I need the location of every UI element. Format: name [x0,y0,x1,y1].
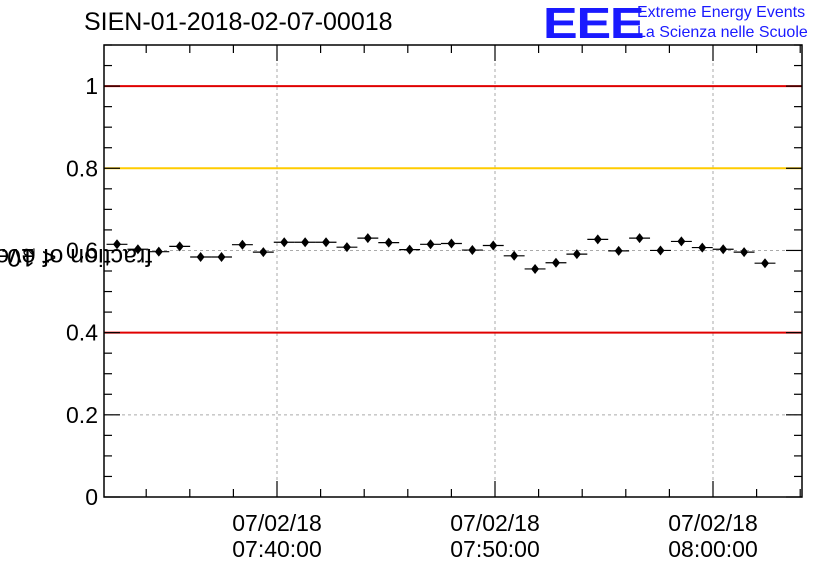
eee-logo: EEE [543,0,645,48]
data-point [712,244,734,255]
x-tick-label-date: 07/02/18 [668,510,758,536]
data-point [545,257,567,268]
point-marker [384,237,393,248]
data-point [190,252,212,263]
point-marker [740,247,749,258]
point-marker [426,239,435,250]
point-marker [719,244,728,255]
data-point [524,263,546,274]
point-marker [154,246,163,257]
x-tick-label-time: 07:50:00 [450,536,540,562]
data-point [252,247,274,258]
data-point [315,237,337,248]
point-marker [342,242,351,253]
logo-line-2: La Scienza nelle Scuole [637,24,808,41]
data-point [378,237,400,248]
data-point [211,252,232,263]
x-tick-labels: 07/02/1807:40:0007/02/1807:50:0007/02/18… [232,510,758,562]
point-marker [677,236,686,247]
data-points [106,233,776,274]
point-marker [133,244,142,255]
data-point [336,242,358,253]
y-tick-label: 0.8 [66,155,98,181]
axis-ticks [104,44,802,498]
point-marker [280,237,289,248]
data-point [629,233,651,244]
data-point [670,236,692,247]
data-point [294,237,316,248]
x-tick-label-date: 07/02/18 [450,510,540,536]
point-marker [551,257,560,268]
point-marker [238,239,247,250]
data-point [106,239,128,250]
y-axis-label-post: < 10.0 [0,242,57,271]
data-point [691,242,713,253]
logo-line-1: Extreme Energy Events [637,4,806,21]
point-marker [614,245,623,256]
data-point [357,233,379,244]
data-point [127,244,149,255]
y-tick-label: 0.2 [66,402,98,428]
data-point [587,234,609,245]
point-marker [447,238,456,249]
data-point [441,238,462,249]
x-tick-label-time: 08:00:00 [668,536,758,562]
data-point [231,239,253,250]
reference-lines [104,85,802,334]
chart-title: SIEN-01-2018-02-07-00018 [84,8,393,36]
y-tick-label: 0 [85,484,98,510]
data-point [754,258,776,269]
point-marker [301,237,310,248]
data-point [420,239,441,250]
y-tick-label: 0.4 [66,320,98,346]
plot-frame [103,44,803,498]
point-marker [363,233,372,244]
point-marker [175,241,184,252]
data-point [148,246,170,257]
point-marker [761,258,769,269]
data-point [650,245,671,256]
point-marker [656,245,665,256]
data-point [566,249,588,260]
point-marker [489,240,498,251]
y-tick-label: 0.6 [66,237,98,263]
data-point [273,237,295,248]
point-marker [593,234,602,245]
point-marker [322,237,331,248]
data-point [399,244,421,255]
point-marker [572,249,581,260]
x-tick-label-date: 07/02/18 [232,510,322,536]
point-marker [635,233,644,244]
point-marker [531,263,540,274]
point-marker [510,250,519,261]
data-point [169,241,191,252]
data-point [608,245,630,256]
y-tick-labels: 0 0.2 0.4 0.6 0.8 1 [66,73,98,510]
data-point [482,240,504,251]
data-point [503,250,525,261]
data-point [461,245,483,256]
point-marker [468,245,477,256]
x-tick-label-time: 07:40:00 [232,536,322,562]
y-tick-label: 1 [85,73,98,99]
point-marker [217,252,226,263]
point-marker [698,242,707,253]
point-marker [259,247,268,258]
point-marker [113,239,121,250]
grid-lines [104,45,802,497]
data-point [733,247,755,258]
point-marker [405,244,414,255]
point-marker [196,252,205,263]
